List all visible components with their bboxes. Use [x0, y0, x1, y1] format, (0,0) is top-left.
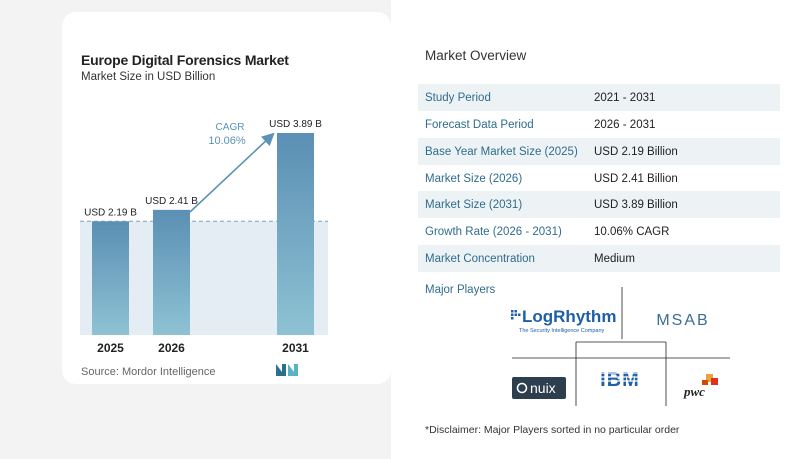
row-label: Study Period [425, 91, 491, 104]
data-label-2026: USD 2.41 B [145, 196, 198, 207]
row-value: 2021 - 2031 [594, 91, 656, 104]
row-label: Market Size (2026) [425, 172, 523, 185]
player-tagline-logrhythm: The Security Intelligence Company [519, 328, 605, 334]
msab-logo: MSAB [656, 312, 709, 329]
row-value: 10.06% CAGR [594, 225, 670, 238]
row-value: 2026 - 2031 [594, 118, 656, 131]
row-value: Medium [594, 252, 635, 265]
x-tick-label-2026: 2026 [158, 341, 185, 355]
bar-2031 [277, 133, 314, 335]
cagr-arrow [189, 132, 275, 213]
overview-row: Market Concentration Medium [418, 245, 780, 272]
cagr-label: CAGR [216, 122, 245, 133]
cagr-value: 10.06% [208, 135, 246, 147]
data-label-2031: USD 3.89 B [269, 119, 322, 130]
row-value: USD 3.89 Billion [594, 198, 678, 211]
overview-panel [391, 0, 800, 459]
ibm-logo: IBM [600, 369, 640, 391]
overview-row: Growth Rate (2026 - 2031) 10.06% CAGR [418, 218, 780, 245]
row-label: Base Year Market Size (2025) [425, 145, 578, 158]
player-name-logrhythm: LogRhythm [522, 307, 616, 326]
logo-grid-lines [512, 287, 730, 406]
pwc-logo: pwc [683, 374, 718, 399]
x-tick-label-2025: 2025 [97, 341, 124, 355]
player-name-nuix: nuix [530, 380, 556, 396]
row-label: Forecast Data Period [425, 118, 534, 131]
mordor-logo-icon [276, 364, 298, 376]
row-label: Market Concentration [425, 252, 535, 265]
overview-row: Study Period 2021 - 2031 [418, 84, 780, 111]
row-label: Market Size (2031) [425, 198, 523, 211]
row-value: USD 2.41 Billion [594, 172, 678, 185]
disclaimer-text: *Disclaimer: Major Players sorted in no … [425, 424, 680, 436]
row-label: Growth Rate (2026 - 2031) [425, 225, 562, 238]
x-tick-label-2031: 2031 [282, 341, 309, 355]
chart-title: Europe Digital Forensics Market [81, 52, 289, 68]
overview-row: Forecast Data Period 2026 - 2031 [418, 111, 780, 138]
major-players-title: Major Players [425, 284, 496, 296]
bar-2026 [153, 209, 190, 335]
bar-2025 [92, 221, 129, 335]
row-value: USD 2.19 Billion [594, 145, 678, 158]
player-name-pwc: pwc [683, 384, 705, 399]
chart-subtitle: Market Size in USD Billion [81, 71, 216, 83]
overview-row: Market Size (2031) USD 3.89 Billion [418, 191, 780, 218]
data-label-2025: USD 2.19 B [84, 207, 137, 218]
overview-row: Market Size (2026) USD 2.41 Billion [418, 165, 780, 192]
overview-title: Market Overview [425, 48, 527, 63]
logrhythm-logo: LogRhythm The Security Intelligence Comp… [511, 307, 616, 334]
overview-row: Base Year Market Size (2025) USD 2.19 Bi… [418, 138, 780, 165]
source-text: Source: Mordor Intelligence [81, 366, 216, 378]
nuix-logo: nuix [512, 377, 566, 399]
